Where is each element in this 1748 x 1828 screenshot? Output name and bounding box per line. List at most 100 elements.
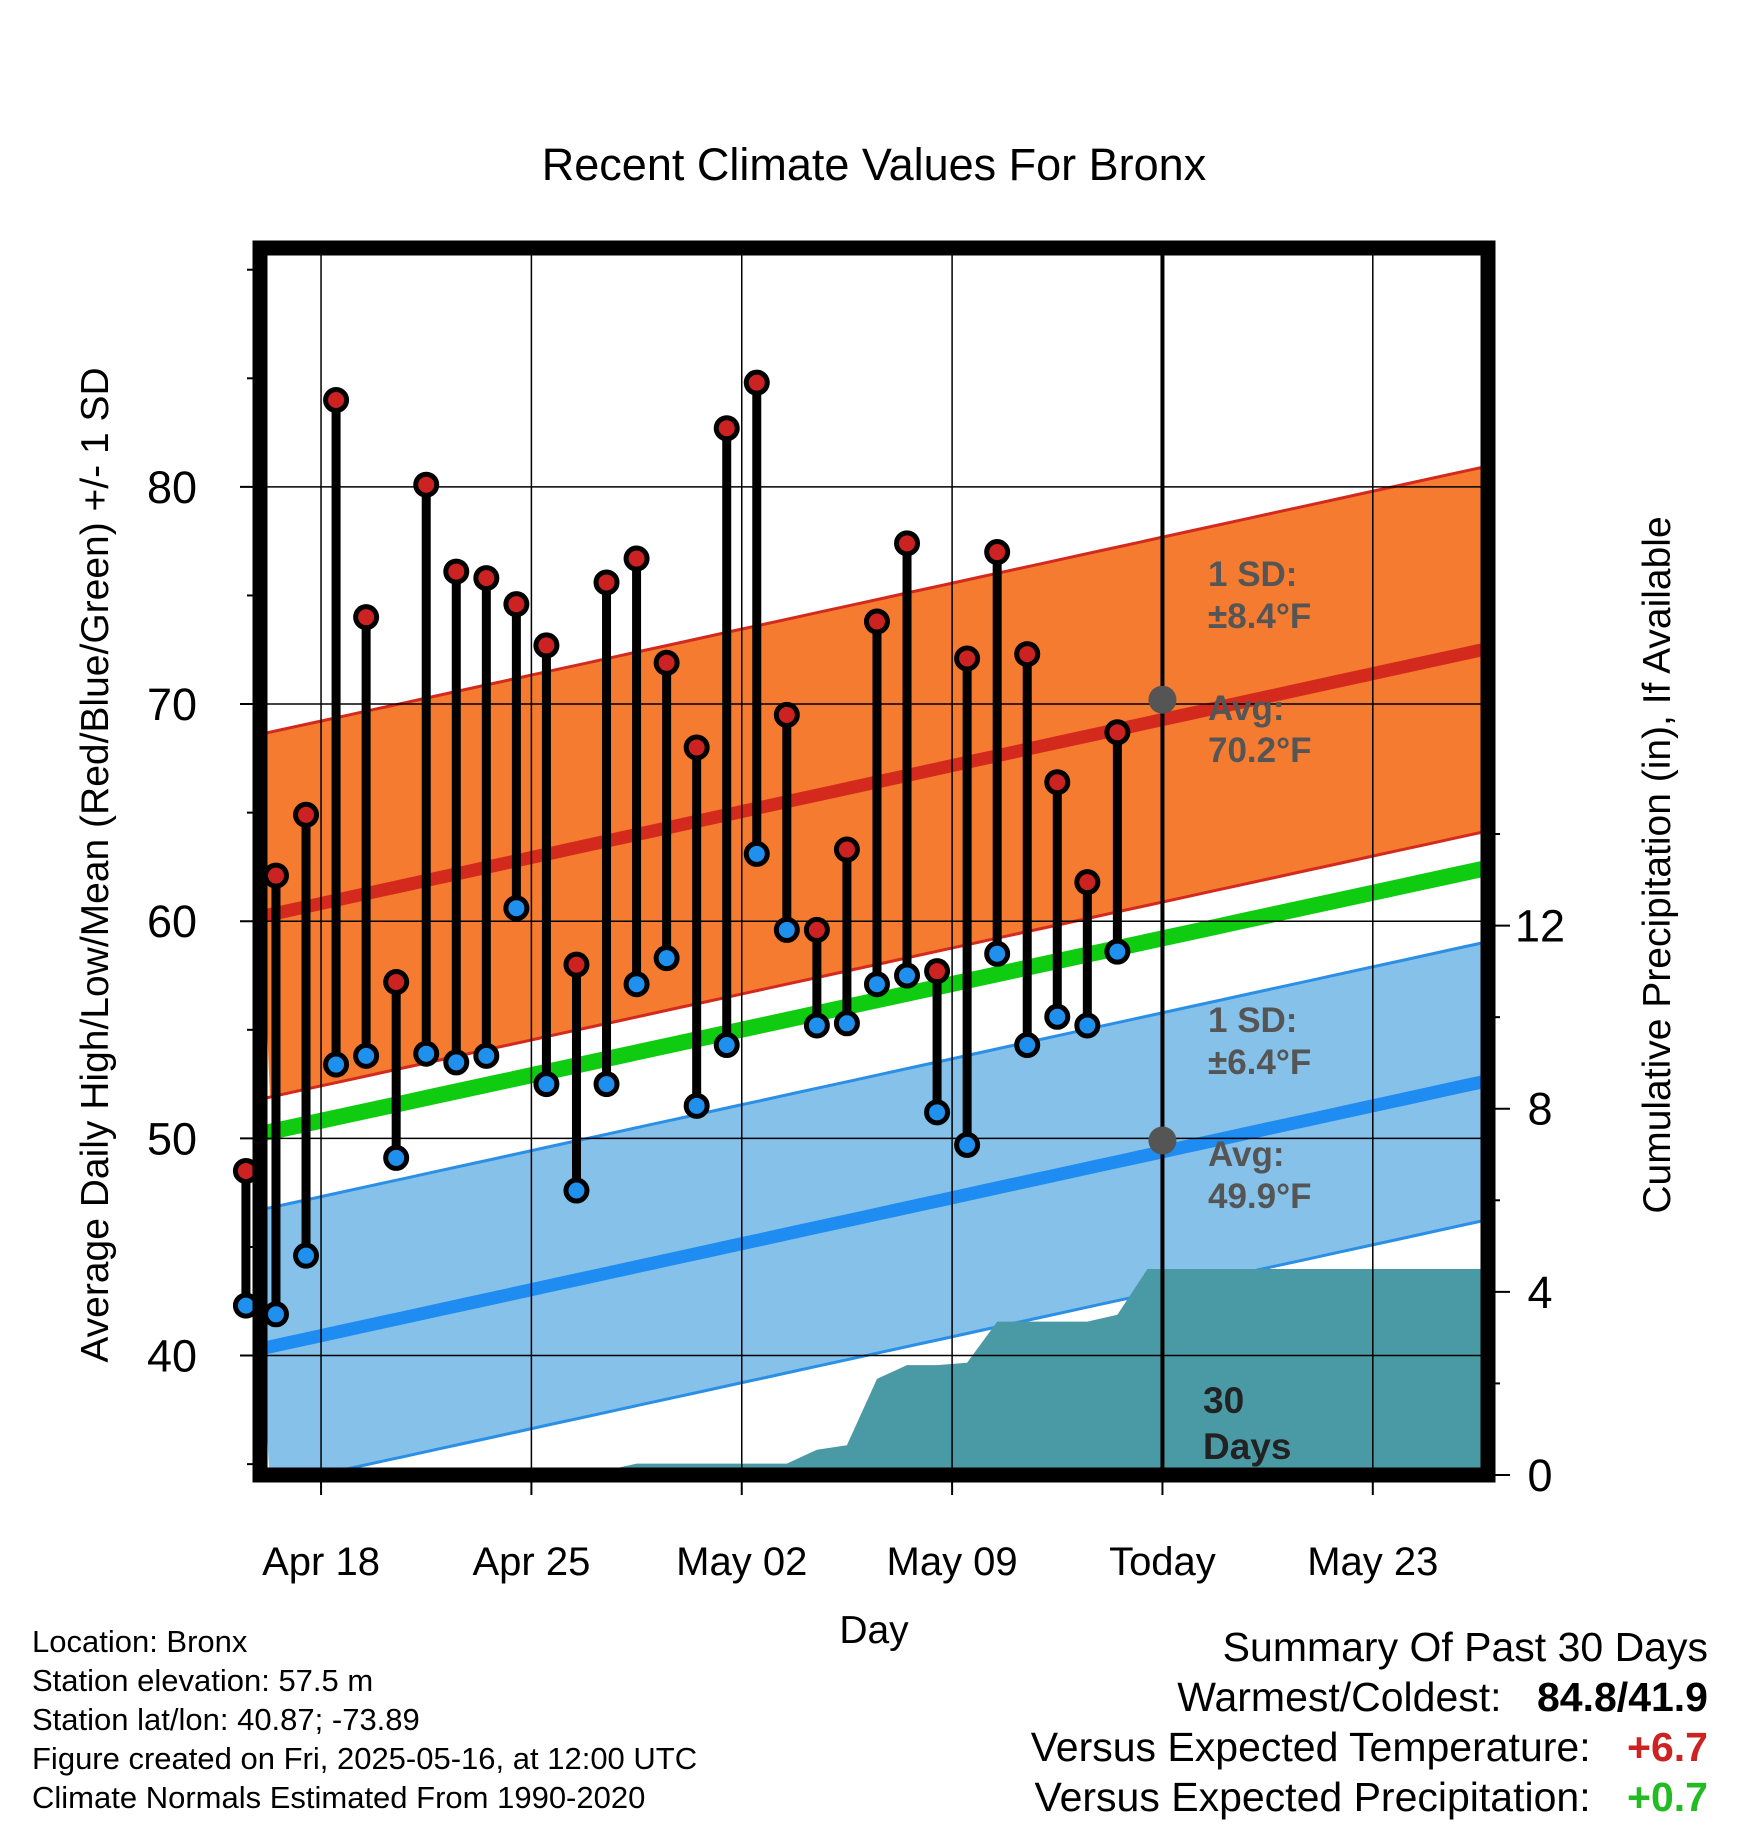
high-avg-marker xyxy=(1148,685,1177,714)
info-elevation: Station elevation: 57.5 m xyxy=(32,1663,374,1698)
period-number: 30 xyxy=(1203,1380,1244,1421)
summary-precip: Versus Expected Precipitation: +0.7 xyxy=(1031,1772,1709,1822)
high-point xyxy=(894,530,921,557)
low-point xyxy=(1044,1003,1071,1030)
high-point xyxy=(683,734,710,761)
high-point xyxy=(262,862,289,889)
high-point xyxy=(473,565,500,592)
low-point xyxy=(713,1032,740,1059)
low-point xyxy=(833,1010,860,1037)
low-point xyxy=(473,1042,500,1069)
low-point xyxy=(503,895,530,922)
y-tick-label: 50 xyxy=(147,1113,197,1164)
low-point xyxy=(323,1051,350,1078)
low-point xyxy=(443,1049,470,1076)
low-point xyxy=(803,1012,830,1039)
high-avg-value: 70.2°F xyxy=(1208,731,1312,770)
high-point xyxy=(833,836,860,863)
low-point xyxy=(623,971,650,998)
x-axis-label: Day xyxy=(839,1609,909,1652)
temp-anomaly-label: Versus Expected Temperature: xyxy=(1030,1724,1591,1770)
y2-tick-label: 0 xyxy=(1527,1450,1552,1501)
mean-avg-line xyxy=(260,860,1488,1143)
low-point xyxy=(533,1071,560,1098)
precip-anomaly-label: Versus Expected Precipitation: xyxy=(1034,1774,1591,1820)
y-axis-label: Average Daily High/Low/Mean (Red/Blue/Gr… xyxy=(74,367,117,1362)
info-latlon: Station lat/lon: 40.87; -73.89 xyxy=(32,1702,420,1737)
chart-title: Recent Climate Values For Bronx xyxy=(542,139,1207,190)
low-point xyxy=(653,945,680,972)
x-tick-label: Today xyxy=(1109,1540,1216,1584)
low-sd-label: 1 SD: xyxy=(1208,1001,1297,1040)
high-point xyxy=(653,649,680,676)
x-tick-label: Apr 25 xyxy=(472,1540,590,1584)
low-point xyxy=(293,1242,320,1269)
y2-tick-label: 12 xyxy=(1515,901,1565,952)
low-point xyxy=(954,1131,981,1158)
high-point xyxy=(803,916,830,943)
low-point xyxy=(773,916,800,943)
high-point xyxy=(323,387,350,414)
high-point xyxy=(984,539,1011,566)
low-avg-line xyxy=(260,1074,1488,1356)
high-point xyxy=(1014,641,1041,668)
summary-title: Summary Of Past 30 Days xyxy=(1222,1624,1708,1670)
low-point xyxy=(1104,938,1131,965)
low-avg-value: 49.9°F xyxy=(1208,1177,1312,1216)
low-point xyxy=(593,1071,620,1098)
low-point xyxy=(563,1177,590,1204)
high-sd-label: 1 SD: xyxy=(1208,555,1297,594)
precip-area xyxy=(260,1269,1488,1475)
high-point xyxy=(1074,869,1101,896)
warm-cold-label: Warmest/Coldest: xyxy=(1177,1674,1502,1720)
high-point xyxy=(413,471,440,498)
low-point xyxy=(924,1099,951,1126)
high-point xyxy=(443,558,470,585)
low-point xyxy=(1074,1012,1101,1039)
high-point xyxy=(924,958,951,985)
info-location: Location: Bronx xyxy=(32,1624,248,1659)
low-point xyxy=(894,962,921,989)
y-tick-label: 80 xyxy=(147,462,197,513)
low-point xyxy=(262,1301,289,1328)
high-point xyxy=(383,969,410,996)
period-unit: Days xyxy=(1203,1426,1291,1467)
info-created: Figure created on Fri, 2025-05-16, at 12… xyxy=(32,1741,698,1776)
low-sd-value: ±6.4°F xyxy=(1208,1043,1311,1082)
high-point xyxy=(713,415,740,442)
low-point xyxy=(683,1092,710,1119)
low-sd-lower-line xyxy=(312,1218,1488,1475)
low-avg-marker xyxy=(1148,1126,1177,1155)
low-point xyxy=(863,971,890,998)
summary-temp: Versus Expected Temperature: +6.7 xyxy=(1031,1722,1708,1772)
high-point xyxy=(743,369,770,396)
summary-panel: Summary Of Past 30 Days Warmest/Coldest:… xyxy=(1031,1622,1708,1822)
low-point xyxy=(383,1144,410,1171)
x-tick-label: May 02 xyxy=(676,1540,807,1584)
x-tick-label: May 23 xyxy=(1307,1540,1438,1584)
low-point xyxy=(743,840,770,867)
high-point xyxy=(773,701,800,728)
coldest-value: 41.9 xyxy=(1628,1674,1708,1720)
high-point xyxy=(1104,719,1131,746)
high-point xyxy=(563,951,590,978)
plot-frame xyxy=(252,240,1496,1483)
y-tick-label: 40 xyxy=(147,1331,197,1382)
high-point xyxy=(503,591,530,618)
high-avg-label: Avg: xyxy=(1208,689,1284,728)
low-point xyxy=(413,1040,440,1067)
low-point xyxy=(1014,1032,1041,1059)
low-avg-label: Avg: xyxy=(1208,1135,1284,1174)
low-point xyxy=(353,1042,380,1069)
high-point xyxy=(533,632,560,659)
temp-anomaly-value: +6.7 xyxy=(1627,1724,1708,1770)
y2-tick-label: 4 xyxy=(1527,1267,1552,1318)
info-normals: Climate Normals Estimated From 1990-2020 xyxy=(32,1780,646,1815)
high-point xyxy=(623,545,650,572)
high-point xyxy=(353,604,380,631)
high-point xyxy=(293,801,320,828)
high-point xyxy=(954,645,981,672)
x-tick-label: Apr 18 xyxy=(262,1540,380,1584)
high-point xyxy=(863,608,890,635)
